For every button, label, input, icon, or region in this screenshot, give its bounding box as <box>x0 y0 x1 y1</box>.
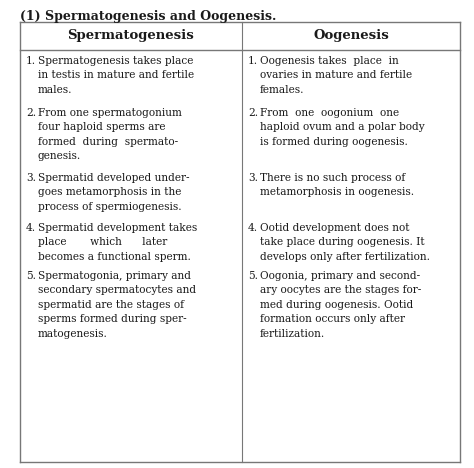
Text: Ootid development does not
take place during oogenesis. It
develops only after f: Ootid development does not take place du… <box>260 223 430 262</box>
Text: From one spermatogonium
four haploid sperms are
formed  during  spermato-
genesi: From one spermatogonium four haploid spe… <box>38 108 182 161</box>
Text: 3.: 3. <box>248 173 258 183</box>
Text: Spermatogonia, primary and
secondary spermatocytes and
spermatid are the stages : Spermatogonia, primary and secondary spe… <box>38 271 196 339</box>
Text: 2.: 2. <box>248 108 258 118</box>
Text: There is no such process of
metamorphosis in oogenesis.: There is no such process of metamorphosi… <box>260 173 414 197</box>
Text: (1) Spermatogenesis and Oogenesis.: (1) Spermatogenesis and Oogenesis. <box>20 10 276 23</box>
Text: From  one  oogonium  one
haploid ovum and a polar body
is formed during oogenesi: From one oogonium one haploid ovum and a… <box>260 108 425 147</box>
Text: Spermatid developed under-
goes metamorphosis in the
process of spermiogenesis.: Spermatid developed under- goes metamorp… <box>38 173 190 212</box>
Text: Oogonia, primary and second-
ary oocytes are the stages for-
med during oogenesi: Oogonia, primary and second- ary oocytes… <box>260 271 421 339</box>
Text: Oogenesis: Oogenesis <box>313 29 389 43</box>
Text: 4.: 4. <box>248 223 258 233</box>
Text: Spermatogenesis: Spermatogenesis <box>68 29 194 43</box>
Text: Spermatid development takes
place       which      later
becomes a functional sp: Spermatid development takes place which … <box>38 223 197 262</box>
Text: 3.: 3. <box>26 173 36 183</box>
Text: 2.: 2. <box>26 108 36 118</box>
Text: 4.: 4. <box>26 223 36 233</box>
Text: Spermatogenesis takes place
in testis in mature and fertile
males.: Spermatogenesis takes place in testis in… <box>38 56 194 95</box>
Text: Oogenesis takes  place  in
ovaries in mature and fertile
females.: Oogenesis takes place in ovaries in matu… <box>260 56 412 95</box>
Text: 5.: 5. <box>26 271 36 281</box>
Text: 1.: 1. <box>26 56 36 66</box>
Text: 5.: 5. <box>248 271 258 281</box>
Text: 1.: 1. <box>248 56 258 66</box>
